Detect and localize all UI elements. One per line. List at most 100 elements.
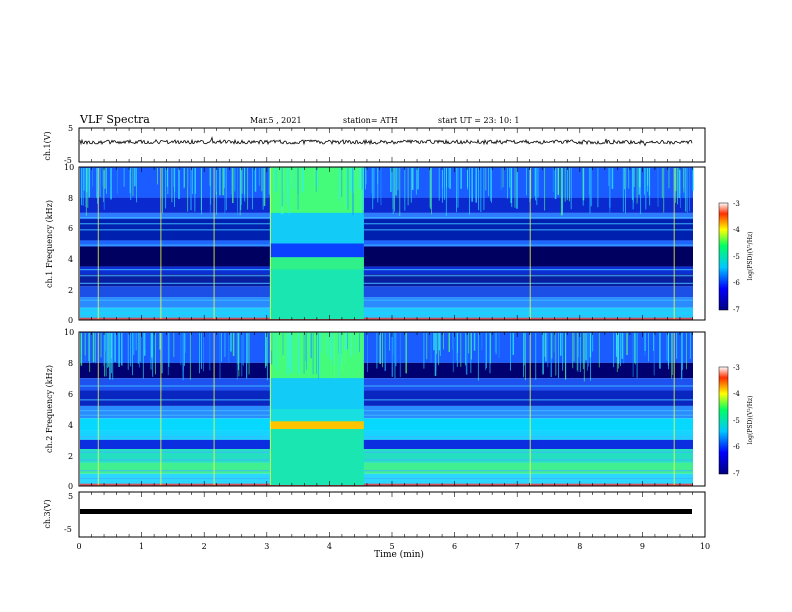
full-sferic — [673, 333, 675, 485]
sferic-spike — [382, 333, 383, 368]
ch3-waveform-line — [80, 509, 692, 514]
sferic-spike — [671, 333, 673, 379]
sferic-spike — [195, 168, 196, 194]
sferic-spike — [689, 333, 691, 359]
sferic-spike — [345, 333, 347, 351]
sferic-spike — [389, 333, 390, 351]
sferic-spike — [399, 333, 401, 378]
x-tick-label: 0 — [76, 542, 81, 551]
sferic-spike — [103, 168, 105, 210]
sferic-spike — [239, 168, 241, 216]
sferic-spike — [377, 168, 379, 185]
sferic-spike — [215, 168, 217, 192]
sferic-spike — [399, 168, 401, 217]
sferic-spike — [679, 168, 681, 208]
harmonic-line — [80, 299, 693, 301]
sferic-spike — [661, 168, 663, 199]
sferic-spike — [189, 333, 191, 380]
sferic-spike — [471, 333, 472, 360]
sferic-spike — [579, 333, 581, 373]
ch3-waveform-panel: 5 -5 ch.3(V) — [43, 491, 706, 538]
sferic-spike — [289, 333, 291, 368]
sferic-spike — [92, 333, 95, 363]
sferic-spike — [293, 168, 295, 190]
sferic-spike — [681, 333, 682, 380]
sferic-spike — [135, 333, 137, 351]
sferic-spike — [535, 333, 537, 380]
sferic-spike — [305, 333, 307, 370]
sferic-spike — [349, 333, 351, 358]
full-sferic — [160, 168, 162, 319]
sferic-spike — [263, 168, 266, 207]
sferic-spike — [648, 168, 650, 196]
sferic-spike — [552, 168, 554, 193]
sferic-spike — [644, 168, 646, 195]
harmonic-line — [80, 477, 693, 479]
sferic-spike — [394, 168, 396, 212]
sferic-spike — [110, 168, 112, 200]
frequency-band — [80, 449, 693, 463]
sferic-spike — [302, 168, 304, 193]
sferic-spike — [371, 168, 373, 194]
sferic-spike — [611, 168, 614, 189]
sferic-spike — [138, 333, 140, 368]
full-sferic — [160, 333, 162, 485]
sferic-spike — [297, 168, 299, 210]
sferic-spike — [692, 168, 695, 191]
sferic-spike — [667, 333, 669, 362]
sferic-spike — [392, 168, 394, 215]
sferic-spike — [648, 333, 649, 362]
sferic-spike — [438, 333, 441, 351]
sferic-spike — [588, 333, 590, 367]
frequency-band — [80, 390, 693, 406]
sferic-spike — [590, 333, 591, 381]
sferic-spike — [315, 333, 317, 375]
sferic-spike — [622, 168, 624, 212]
sferic-spike — [535, 168, 536, 201]
sferic-spike — [321, 333, 323, 353]
sferic-spike — [109, 333, 111, 380]
sferic-spike — [282, 168, 284, 191]
sferic-spike — [103, 168, 105, 203]
sferic-spike — [438, 168, 440, 201]
frequency-band — [80, 430, 693, 440]
sferic-spike — [636, 333, 638, 378]
sferic-spike — [478, 168, 480, 211]
sferic-spike — [92, 168, 93, 187]
sferic-spike — [470, 333, 472, 374]
sferic-spike — [577, 333, 579, 373]
sferic-spike — [360, 168, 362, 210]
sferic-spike — [254, 168, 257, 192]
sferic-spike — [460, 333, 462, 367]
sferic-spike — [201, 168, 202, 215]
sferic-spike — [516, 168, 518, 209]
sferic-spike — [349, 168, 351, 190]
sferic-spike — [609, 168, 611, 213]
ch2-ytick-6: 6 — [68, 390, 73, 399]
sferic-spike — [671, 333, 673, 375]
sferic-spike — [362, 168, 364, 210]
harmonic-line — [80, 229, 693, 231]
sferic-spike — [588, 168, 590, 195]
harmonic-line — [80, 451, 693, 453]
start-time-label: start UT = 23: 10: 1 — [438, 116, 519, 125]
ch2-ytick-2: 2 — [68, 452, 73, 461]
x-tick-label: 7 — [515, 542, 520, 551]
sferic-spike — [266, 333, 268, 381]
x-axis: 0 1 2 3 4 5 6 7 8 9 10 — [76, 128, 710, 551]
sferic-spike — [433, 333, 435, 350]
sferic-spike — [258, 168, 261, 186]
sferic-spike — [108, 333, 109, 368]
sferic-spike — [625, 168, 626, 214]
ch2-ytick-8: 8 — [68, 359, 73, 368]
sferic-spike — [431, 168, 432, 215]
sferic-spike — [317, 333, 319, 380]
sferic-spike — [319, 333, 321, 376]
ch2-freq-ylabel: ch.2 Frequency (kHz) — [45, 365, 54, 453]
sferic-spike — [570, 168, 572, 210]
sferic-spike — [161, 333, 163, 374]
sferic-spike — [282, 333, 284, 356]
sferic-spike — [452, 333, 453, 350]
ch1-ytick-top: 5 — [68, 124, 73, 133]
